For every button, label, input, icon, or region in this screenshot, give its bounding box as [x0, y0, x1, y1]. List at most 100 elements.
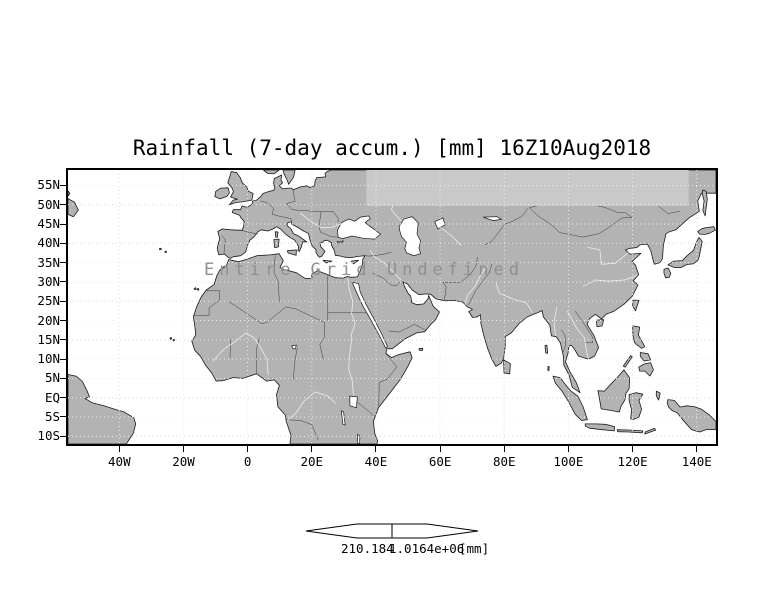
- coastline: [503, 359, 511, 375]
- coastline: [547, 366, 550, 372]
- coastline: [282, 170, 296, 185]
- lat-tick-mark: [60, 377, 66, 379]
- lat-tick-label: 45N: [37, 216, 60, 232]
- lake: [337, 215, 382, 240]
- plot-title: Rainfall (7-day accum.) [mm] 16Z10Aug201…: [132, 136, 652, 160]
- lat-tick-label: EQ: [44, 389, 60, 405]
- lon-tick-label: 60E: [428, 454, 452, 469]
- coastline: [274, 231, 279, 238]
- lake: [357, 433, 361, 444]
- lon-tick-label: 40W: [108, 454, 131, 469]
- lon-tick-mark: [696, 446, 698, 452]
- lat-tick-label: 25N: [37, 293, 60, 309]
- colorbar-max-label: 1.0164e+06: [389, 541, 465, 556]
- coastline: [322, 259, 333, 264]
- map-canvas: [68, 170, 716, 444]
- lake: [340, 410, 346, 426]
- lon-tick-label: 0: [243, 454, 252, 469]
- coastline: [169, 337, 172, 340]
- lat-tick-label: 10N: [37, 351, 60, 367]
- undefined-shaded-band: [366, 170, 689, 206]
- coastline: [663, 267, 672, 279]
- coastline: [68, 198, 79, 218]
- coastline: [632, 325, 646, 349]
- lon-tick-mark: [247, 446, 249, 452]
- lat-tick-mark: [60, 320, 66, 321]
- lat-tick-mark: [60, 242, 66, 244]
- lat-tick-label: 55N: [37, 177, 60, 193]
- lat-tick-label: 10S: [37, 428, 60, 444]
- lat-tick-label: 5N: [44, 370, 60, 386]
- graticule-land: [68, 170, 716, 444]
- coastline: [701, 189, 708, 217]
- lon-tick-label: 80E: [492, 454, 516, 469]
- landmass: [68, 170, 716, 444]
- colorbar-min-label: 210.184: [341, 541, 394, 556]
- coastline: [263, 170, 280, 175]
- undefined-grid-note: Entire Grid Undefined: [204, 260, 524, 280]
- coastline: [628, 392, 644, 420]
- coastline: [193, 287, 197, 290]
- lake: [434, 217, 446, 230]
- map-plot-area: Entire Grid Undefined: [66, 168, 718, 446]
- lake: [398, 216, 422, 257]
- coastline: [597, 369, 631, 413]
- coastline: [164, 250, 167, 253]
- lat-tick-mark: [60, 223, 66, 225]
- lat-tick-label: 30N: [37, 273, 60, 289]
- lon-tick-label: 20W: [172, 454, 195, 469]
- colorbar-units-label: [mm]: [459, 541, 490, 556]
- lat-tick-label: 35N: [37, 254, 60, 270]
- lat-tick-label: 20N: [37, 312, 60, 328]
- lat-tick-mark: [60, 300, 66, 302]
- coastline: [552, 375, 588, 421]
- coastline: [667, 237, 703, 268]
- coastline: [616, 429, 644, 434]
- lon-tick-label: 120E: [617, 454, 648, 469]
- lake: [336, 240, 345, 244]
- lon-tick-label: 20E: [300, 454, 324, 469]
- lat-tick-mark: [60, 358, 66, 360]
- coastline: [196, 288, 200, 291]
- lake: [482, 216, 503, 221]
- lat-tick-mark: [60, 184, 66, 186]
- lat-tick-label: 40N: [37, 235, 60, 251]
- lat-tick-mark: [60, 339, 66, 341]
- coastline: [172, 339, 175, 342]
- coastline: [68, 190, 71, 197]
- lon-tick-mark: [311, 446, 313, 452]
- coastline: [159, 247, 162, 251]
- lat-tick-mark: [60, 262, 66, 264]
- lon-tick-label: 140E: [681, 454, 712, 469]
- coastline: [697, 226, 716, 235]
- lon-tick-mark: [632, 446, 634, 452]
- lat-tick-label: 5S: [44, 408, 60, 424]
- lon-tick-mark: [567, 446, 569, 452]
- coastline: [638, 362, 654, 377]
- coastline: [191, 170, 716, 444]
- coastline: [287, 249, 297, 256]
- lat-tick-mark: [60, 416, 66, 418]
- lon-tick-label: 40E: [364, 454, 388, 469]
- coastline: [68, 374, 137, 444]
- lake: [349, 395, 358, 409]
- lon-tick-mark: [375, 446, 377, 452]
- colorbar: [305, 523, 479, 539]
- coastline: [666, 399, 716, 433]
- lake: [291, 344, 297, 350]
- lon-tick-mark: [118, 446, 120, 452]
- coastline: [632, 299, 640, 312]
- lon-tick-label: 100E: [553, 454, 584, 469]
- lat-tick-label: 15N: [37, 331, 60, 347]
- coastline: [584, 423, 615, 432]
- inland-seas: [291, 215, 503, 444]
- lat-tick-label: 50N: [37, 196, 60, 212]
- coastline: [544, 344, 548, 354]
- lat-tick-mark: [60, 281, 66, 283]
- lat-tick-mark: [60, 204, 66, 206]
- coastline: [639, 352, 651, 362]
- coastline: [644, 427, 657, 435]
- coastline: [418, 347, 424, 351]
- coastline: [214, 187, 230, 200]
